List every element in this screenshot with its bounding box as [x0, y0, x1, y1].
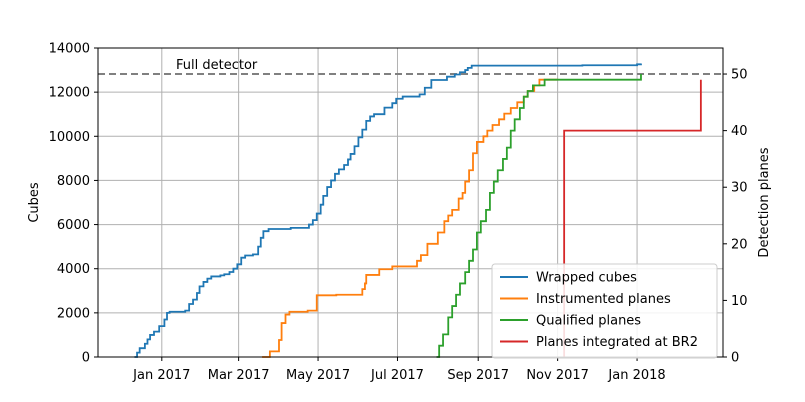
left-y-tick-label: 6000: [57, 218, 90, 233]
x-tick-label: Nov 2017: [526, 368, 589, 383]
x-tick-label: Mar 2017: [208, 368, 270, 383]
planes-integrated-at-br2-series-line: [563, 79, 702, 357]
legend-box: [491, 263, 718, 359]
left-y-tick-label: 10000: [49, 130, 90, 145]
right-y-tick-label: 20: [731, 237, 748, 252]
instrumented-planes-series-line: [262, 78, 558, 358]
series-layer: [134, 63, 702, 358]
x-tick-label: May 2017: [286, 368, 350, 383]
reference-line-group: Full detector: [98, 58, 723, 76]
right-y-axis-ticks: 0 10 20 30 40 50: [723, 68, 748, 366]
left-y-axis-title: Cubes: [27, 182, 42, 223]
right-y-tick-label: 40: [731, 124, 748, 139]
x-tick-label: Jan 2018: [607, 368, 665, 383]
x-tick-label: Sep 2017: [447, 368, 509, 383]
right-y-axis-title: Detection planes: [757, 147, 772, 257]
right-y-tick-label: 0: [731, 351, 739, 366]
legend-label: Planes integrated at BR2: [536, 335, 698, 350]
x-tick-label: Jan 2017: [132, 368, 190, 383]
left-y-tick-label: 14000: [49, 42, 90, 57]
right-y-tick-label: 50: [731, 68, 748, 83]
left-y-tick-label: 8000: [57, 174, 90, 189]
legend-label: Wrapped cubes: [536, 271, 637, 286]
left-y-axis-ticks: 0 2000 4000 6000 8000 10000 12000 14000: [49, 42, 98, 366]
legend-label: Instrumented planes: [536, 292, 671, 307]
left-y-tick-label: 12000: [49, 86, 90, 101]
qualified-planes-series-line: [436, 74, 642, 358]
x-tick-label: Jul 2017: [370, 368, 424, 383]
x-axis-ticks: Jan 2017 Mar 2017 May 2017 Jul 2017 Sep 2017…: [132, 357, 666, 383]
left-y-tick-label: 2000: [57, 306, 90, 321]
legend: Wrapped cubes Instrumented planes Qualifie…: [491, 263, 718, 359]
right-y-tick-label: 30: [731, 181, 748, 196]
wrapped-cubes-series-line: [134, 63, 642, 358]
plot-frame: [97, 47, 724, 358]
full-detector-label: Full detector: [176, 58, 258, 73]
right-y-tick-label: 10: [731, 294, 748, 309]
left-y-tick-label: 0: [82, 351, 90, 366]
left-y-tick-label: 4000: [57, 262, 90, 277]
legend-label: Qualified planes: [536, 314, 641, 329]
